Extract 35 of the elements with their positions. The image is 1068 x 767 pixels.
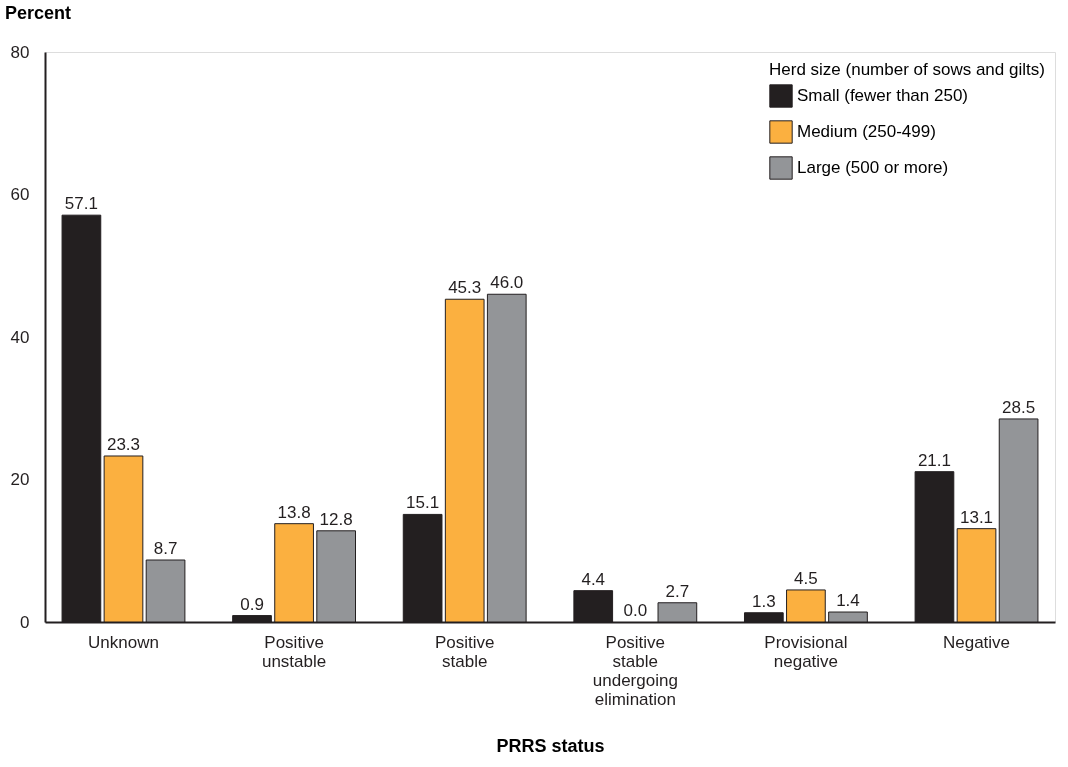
data-label: 8.7 [153,539,178,559]
data-label: 2.7 [665,581,690,601]
legend-label: Medium (250-499) [797,122,936,141]
y-tick-label: 20 [10,470,30,489]
y-tick-label: 80 [10,42,30,62]
x-axis-title: PRRS status [496,735,605,756]
data-label: 13.1 [959,507,994,527]
data-label: 28.5 [1002,397,1036,417]
legend-label: Small (fewer than 250) [797,86,969,105]
data-label: 4.4 [581,569,606,589]
data-label: 46.0 [490,273,524,293]
data-label: 45.3 [448,278,482,298]
data-label: 15.1 [406,493,440,513]
x-tick-label: Positive unstable [261,632,327,671]
legend-label: Large (500 or more) [797,158,949,177]
y-axis-title: Percent [5,3,72,23]
data-label: 23.3 [106,434,141,454]
x-tick-label: Positive stable undergoing elimination [592,632,678,709]
legend-title: Herd size (number of sows and gilts) [769,60,1045,79]
data-label: 21.1 [917,450,951,470]
x-tick-label: Negative [942,632,1011,652]
x-tick-label: Provisional negative [764,632,848,671]
x-tick-label: Positive stable [434,632,495,671]
data-label: 13.8 [277,502,311,522]
data-label: 0.9 [240,594,264,614]
data-label: 0.0 [623,601,648,620]
data-label: 4.5 [794,568,818,588]
x-tick-label: Unknown [88,632,159,652]
y-tick-label: 40 [10,327,30,347]
data-label: 1.4 [836,591,860,611]
data-label: 57.1 [64,194,98,214]
y-tick-label: 0 [20,612,30,632]
y-tick-label: 60 [10,185,30,204]
data-label: 1.3 [752,591,776,611]
data-label: 12.8 [319,509,353,529]
